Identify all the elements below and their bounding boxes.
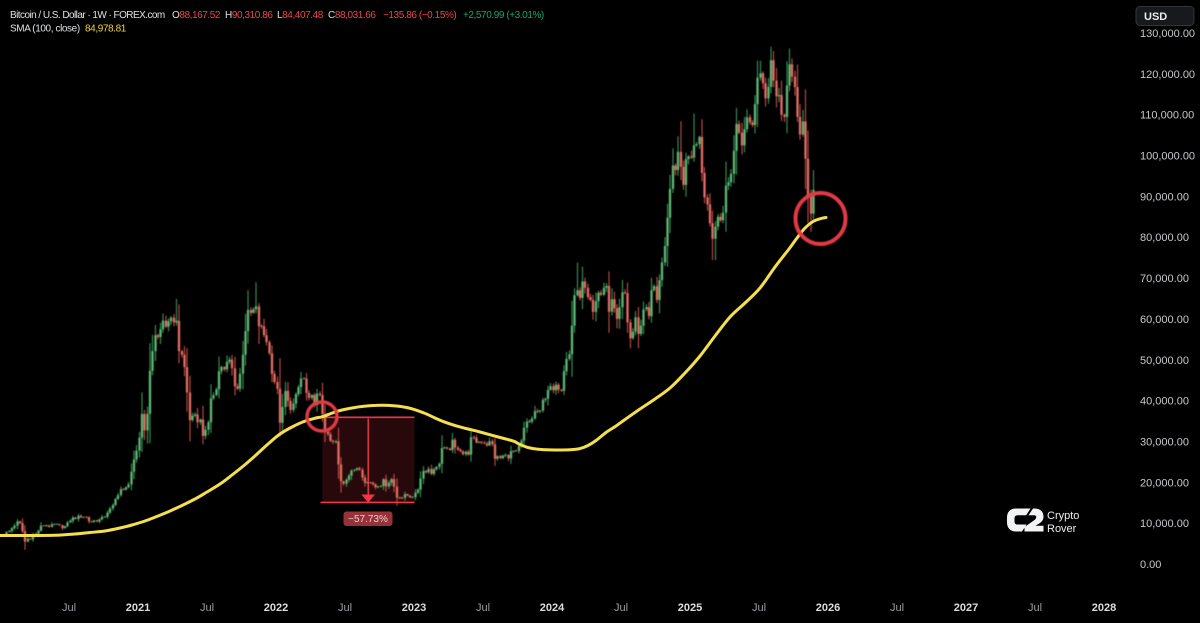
svg-text:2025: 2025 [678,602,702,614]
svg-text:120,000.00: 120,000.00 [1140,69,1195,81]
svg-text:−57.73%: −57.73% [348,514,388,525]
svg-text:30,000.00: 30,000.00 [1140,437,1189,449]
svg-text:2022: 2022 [264,602,288,614]
svg-text:100,000.00: 100,000.00 [1140,151,1195,163]
svg-text:Crypto: Crypto [1047,510,1079,522]
svg-text:USD: USD [1144,11,1167,23]
svg-text:2028: 2028 [1092,602,1116,614]
svg-text:2023: 2023 [402,602,426,614]
svg-text:Jul: Jul [62,602,76,614]
svg-text:2026: 2026 [816,602,840,614]
svg-text:90,000.00: 90,000.00 [1140,191,1189,203]
svg-text:130,000.00: 130,000.00 [1140,28,1195,40]
svg-text:Jul: Jul [890,602,904,614]
svg-text:Rover: Rover [1047,523,1077,535]
svg-text:Jul: Jul [476,602,490,614]
svg-text:2024: 2024 [540,602,565,614]
svg-text:Jul: Jul [338,602,352,614]
svg-text:SMA (100, close)84,978.81: SMA (100, close) 84,978.81 [10,24,127,35]
svg-text:20,000.00: 20,000.00 [1140,477,1189,489]
svg-text:Jul: Jul [200,602,214,614]
svg-text:50,000.00: 50,000.00 [1140,355,1189,367]
svg-text:40,000.00: 40,000.00 [1140,396,1189,408]
svg-text:10,000.00: 10,000.00 [1140,518,1189,530]
svg-text:Jul: Jul [752,602,766,614]
svg-text:2027: 2027 [954,602,978,614]
svg-text:70,000.00: 70,000.00 [1140,273,1189,285]
svg-text:80,000.00: 80,000.00 [1140,232,1189,244]
svg-text:2021: 2021 [126,602,150,614]
svg-text:Jul: Jul [614,602,628,614]
svg-text:Jul: Jul [1028,602,1042,614]
svg-text:60,000.00: 60,000.00 [1140,314,1189,326]
svg-text:110,000.00: 110,000.00 [1140,110,1194,122]
svg-text:0.00: 0.00 [1140,559,1161,571]
svg-text:Bitcoin / U.S. Dollar · 1W · F: Bitcoin / U.S. Dollar · 1W · FOREX.com [10,10,165,21]
